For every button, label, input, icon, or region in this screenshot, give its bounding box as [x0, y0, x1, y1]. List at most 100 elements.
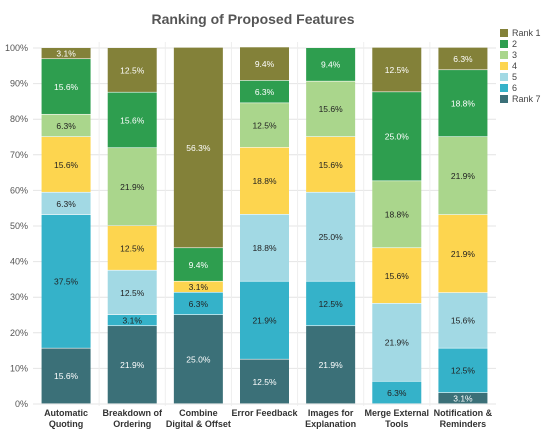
data-label: 21.9%	[252, 316, 277, 326]
bar-segment	[173, 248, 223, 281]
bar-segment	[438, 70, 488, 137]
data-label: 6.3%	[56, 121, 76, 131]
legend-item: 6	[500, 83, 517, 93]
bar-segment	[240, 47, 289, 81]
data-label: 18.8%	[252, 243, 277, 253]
data-label: 15.6%	[54, 82, 79, 92]
bar-segment	[107, 48, 157, 92]
data-label: 15.6%	[120, 115, 145, 125]
data-label: 3.1%	[189, 282, 209, 292]
y-tick-label: 100%	[5, 43, 28, 53]
data-label: 25.0%	[385, 132, 410, 142]
bars: 15.6% 37.5% 6.3% 15.6% 6.3% 15.6% 3.1% 21.9% 3.1…	[41, 47, 488, 404]
bar-segment	[107, 148, 157, 226]
legend-item: 2	[500, 39, 517, 49]
bar-stack: 21.9% 12.5% 25.0% 15.6% 15.6% 9.4%	[306, 48, 356, 404]
x-tick-label-line: Reminders	[440, 419, 487, 429]
bar-segment	[306, 48, 356, 81]
legend-item: Rank 1	[500, 28, 541, 38]
data-label: 15.6%	[54, 160, 79, 170]
x-tick-label-line: Automatic	[44, 408, 88, 418]
bar-segment	[240, 147, 289, 215]
bar-stack: 3.1% 12.5% 15.6% 21.9% 21.9% 18.8% 6.3%	[438, 47, 488, 404]
legend-item: 5	[500, 72, 517, 82]
data-label: 6.3%	[255, 87, 275, 97]
data-label: 6.3%	[453, 54, 473, 64]
data-label: 15.6%	[385, 271, 410, 281]
bar-stack: 12.5% 21.9% 18.8% 18.8% 12.5% 6.3% 9.4%	[240, 47, 289, 404]
data-label: 21.9%	[385, 338, 410, 348]
x-tick-label-line: Digital & Offset	[166, 419, 231, 429]
bar-segment	[41, 192, 91, 215]
data-label: 15.6%	[451, 316, 476, 326]
y-tick-label: 80%	[10, 114, 28, 124]
x-tick-label: Combine Digital & Offset	[166, 408, 231, 429]
data-label: 3.1%	[453, 393, 473, 403]
data-label: 12.5%	[252, 120, 277, 130]
bar-segment	[372, 303, 422, 381]
x-tick-label-line: Error Feedback	[231, 408, 298, 418]
bar-segment	[107, 326, 157, 404]
legend-item: 4	[500, 61, 517, 71]
bar-segment	[240, 80, 289, 103]
legend-swatch	[500, 84, 508, 92]
chart-title: Ranking of Proposed Features	[151, 11, 354, 27]
data-label: 15.6%	[319, 104, 344, 114]
bar-segment	[173, 315, 223, 404]
legend-swatch	[500, 29, 508, 37]
bar-segment	[306, 281, 356, 326]
y-tick-label: 10%	[10, 363, 28, 373]
data-label: 37.5%	[54, 277, 79, 287]
x-tick-label-line: Quoting	[49, 419, 84, 429]
bar-segment	[438, 214, 488, 293]
data-label: 12.5%	[120, 243, 145, 253]
y-tick-label: 90%	[10, 79, 28, 89]
x-tick-label-line: Explanation	[305, 419, 356, 429]
data-label: 21.9%	[120, 360, 145, 370]
bar-segment	[41, 348, 91, 404]
x-tick-label-line: Merge External	[365, 408, 430, 418]
data-label: 56.3%	[186, 143, 211, 153]
data-label: 12.5%	[120, 65, 145, 75]
x-tick-label: Images for Explanation	[305, 408, 356, 429]
bar-segment	[240, 281, 289, 359]
legend-label: 5	[512, 72, 517, 82]
x-tick-label-line: Images for	[308, 408, 354, 418]
data-label: 21.9%	[451, 249, 476, 259]
bar-segment	[41, 214, 91, 348]
y-tick-label: 60%	[10, 185, 28, 195]
bar-segment	[438, 392, 488, 404]
bar-segment	[306, 81, 356, 137]
bar-segment	[306, 326, 356, 404]
legend-label: Rank 1	[512, 28, 541, 38]
legend-swatch	[500, 51, 508, 59]
bar-segment	[372, 381, 422, 404]
y-tick-label: 70%	[10, 150, 28, 160]
data-label: 21.9%	[319, 360, 344, 370]
bar-segment	[107, 226, 157, 270]
data-label: 21.9%	[451, 171, 476, 181]
x-tick-label: Merge External Tools	[365, 408, 430, 429]
bar-segment	[41, 114, 91, 137]
data-label: 12.5%	[385, 65, 410, 75]
x-tick-label: Error Feedback	[231, 408, 298, 418]
data-label: 9.4%	[255, 59, 275, 69]
legend-item: Rank 7	[500, 94, 541, 104]
data-label: 25.0%	[319, 232, 344, 242]
data-label: 3.1%	[56, 49, 76, 59]
data-label: 12.5%	[120, 288, 145, 298]
bar-segment	[306, 137, 356, 192]
data-label: 12.5%	[451, 366, 476, 376]
y-tick-label: 0%	[15, 399, 28, 409]
data-label: 6.3%	[56, 199, 76, 209]
data-label: 15.6%	[319, 160, 344, 170]
bar-segment	[306, 192, 356, 281]
bar-segment	[173, 292, 223, 315]
bar-segment	[107, 315, 157, 326]
y-tick-label: 30%	[10, 292, 28, 302]
x-tick-label-line: Combine	[179, 408, 218, 418]
bar-segment	[240, 103, 289, 148]
y-tick-label: 50%	[10, 221, 28, 231]
y-axis: 0% 10% 20% 30% 40% 50% 60% 70% 80% 90% 100%	[5, 43, 28, 409]
